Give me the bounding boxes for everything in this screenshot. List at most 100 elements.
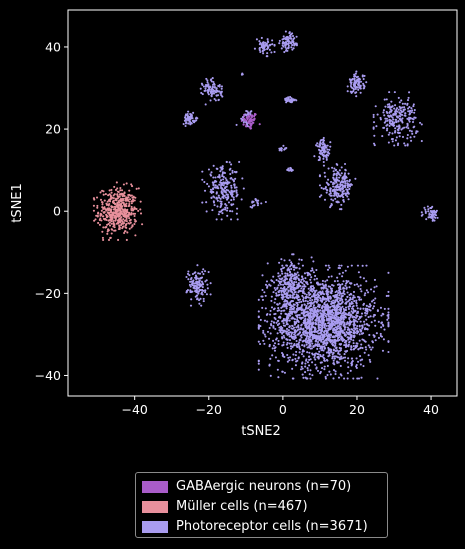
scatter-point (220, 191, 223, 194)
scatter-point (333, 301, 336, 304)
scatter-point (323, 334, 326, 337)
scatter-point (341, 339, 344, 343)
scatter-point (355, 70, 358, 73)
scatter-point (369, 315, 372, 318)
scatter-point (340, 337, 343, 340)
scatter-point (246, 110, 249, 113)
scatter-point (234, 177, 237, 180)
scatter-point (299, 289, 302, 293)
scatter-point (393, 107, 396, 110)
scatter-point (306, 369, 309, 372)
scatter-point (305, 304, 308, 307)
scatter-point (184, 124, 187, 128)
scatter-point (288, 40, 291, 43)
scatter-point (372, 305, 376, 308)
scatter-point (338, 294, 341, 297)
scatter-point (292, 293, 296, 296)
scatter-point (99, 212, 102, 215)
scatter-point (314, 274, 317, 278)
scatter-point (335, 168, 338, 171)
scatter-point (125, 216, 128, 219)
scatter-point (102, 226, 105, 229)
scatter-point (331, 283, 334, 287)
scatter-point (230, 184, 233, 187)
scatter-point (355, 357, 358, 360)
scatter-point (213, 97, 216, 101)
scatter-point (387, 322, 390, 326)
scatter-point (316, 345, 319, 348)
scatter-point (285, 332, 288, 335)
scatter-point (312, 345, 315, 349)
scatter-point (310, 339, 313, 342)
scatter-point (394, 111, 397, 114)
scatter-point (282, 35, 285, 38)
scatter-point (118, 226, 121, 229)
scatter-point (266, 286, 269, 289)
scatter-point (399, 115, 402, 118)
scatter-point (325, 343, 328, 347)
scatter-point (249, 112, 252, 116)
scatter-point (286, 294, 289, 297)
scatter-point (103, 199, 106, 202)
scatter-point (130, 205, 133, 208)
scatter-point (320, 340, 323, 343)
scatter-point (219, 197, 222, 200)
scatter-point (364, 292, 367, 295)
scatter-point (310, 347, 313, 350)
scatter-point (336, 201, 339, 204)
scatter-point (355, 312, 359, 315)
scatter-point (356, 283, 359, 286)
scatter-point (265, 55, 268, 58)
scatter-point (424, 208, 427, 211)
scatter-point (340, 292, 343, 295)
scatter-point (230, 218, 233, 221)
scatter-point (312, 260, 315, 263)
scatter-point (359, 316, 362, 319)
scatter-point (327, 167, 330, 170)
scatter-point (226, 197, 229, 200)
scatter-point (99, 191, 102, 194)
scatter-point (419, 121, 422, 124)
scatter-point (328, 319, 331, 322)
scatter-point (292, 288, 295, 291)
scatter-point (311, 298, 314, 302)
scatter-point (324, 186, 327, 189)
scatter-point (284, 30, 287, 33)
scatter-point (354, 75, 357, 78)
scatter-point (213, 204, 216, 207)
scatter-point (317, 304, 320, 308)
scatter-point (322, 298, 325, 301)
scatter-point (314, 306, 317, 309)
scatter-point (224, 208, 227, 211)
scatter-point (317, 282, 320, 286)
scatter-point (248, 115, 251, 118)
scatter-point (428, 216, 431, 219)
scatter-point (411, 132, 414, 135)
scatter-point (332, 355, 335, 358)
scatter-point (94, 218, 97, 221)
scatter-point (361, 326, 364, 329)
scatter-point (388, 118, 391, 121)
scatter-point (301, 291, 305, 294)
scatter-point (312, 289, 315, 292)
scatter-point (269, 357, 272, 360)
scatter-point (128, 198, 132, 201)
scatter-point (344, 175, 347, 178)
scatter-point (346, 179, 349, 182)
scatter-point (398, 111, 401, 114)
scatter-point (334, 299, 337, 302)
x-axis-label: tSNE2 (241, 424, 281, 439)
scatter-point (282, 303, 285, 306)
scatter-point (230, 186, 233, 189)
scatter-point (292, 303, 295, 306)
scatter-point (371, 341, 375, 344)
scatter-point (218, 196, 221, 199)
scatter-point (115, 181, 118, 184)
scatter-point (284, 46, 287, 49)
scatter-point (352, 339, 355, 342)
scatter-point (343, 359, 347, 362)
scatter-point (241, 116, 244, 119)
scatter-point (221, 172, 224, 175)
scatter-point (426, 205, 429, 208)
scatter-point (350, 282, 353, 285)
